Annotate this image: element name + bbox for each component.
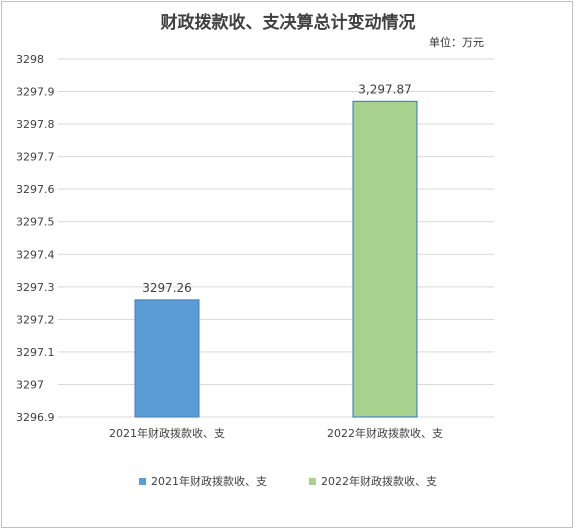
- unit-label: 单位：万元: [429, 36, 484, 49]
- y-tick-label: 3297.7: [16, 151, 55, 164]
- y-tick-label: 3297.9: [16, 86, 55, 99]
- y-tick-label: 3298: [16, 53, 44, 66]
- gridlines: [58, 58, 494, 418]
- legend-label-2021: 2021年财政拨款收、支: [151, 475, 267, 488]
- bars: [134, 100, 418, 418]
- y-tick-label: 3297.1: [16, 346, 55, 359]
- y-tick-label: 3296.9: [16, 411, 55, 424]
- bar-0: [134, 299, 200, 418]
- y-tick-label: 3297.3: [16, 281, 55, 294]
- legend-item-2022: 2022年财政拨款收、支: [309, 473, 437, 489]
- y-tick-label: 3297.5: [16, 216, 55, 229]
- y-tick-label: 3297.4: [16, 248, 55, 261]
- data-labels: 3297.26 3,297.87: [142, 82, 412, 295]
- legend-swatch-2021: [139, 477, 146, 485]
- x-axis-tick-labels: 2021年财政拨款收、支 2022年财政拨款收、支: [109, 426, 443, 440]
- y-tick-label: 3297.6: [16, 183, 55, 196]
- legend: 2021年财政拨款收、支 2022年财政拨款收、支: [0, 473, 576, 489]
- legend-item-2021: 2021年财政拨款收、支: [139, 473, 267, 489]
- data-label-1: 3,297.87: [358, 82, 411, 96]
- legend-swatch-2022: [309, 477, 316, 485]
- chart-title: 财政拨款收、支决算总计变动情况: [160, 13, 416, 33]
- y-axis-tick-labels: 3298 3297.9 3297.8 3297.7 3297.6 3297.5 3297.4…: [16, 53, 55, 424]
- bar-1: [352, 100, 418, 418]
- legend-label-2022: 2022年财政拨款收、支: [321, 475, 437, 488]
- x-tick-label-0: 2021年财政拨款收、支: [109, 426, 225, 440]
- y-tick-label: 3297.8: [16, 118, 55, 131]
- y-tick-label: 3297.2: [16, 313, 55, 326]
- data-label-0: 3297.26: [142, 281, 192, 295]
- y-tick-label: 3297: [16, 378, 44, 391]
- x-tick-label-1: 2022年财政拨款收、支: [327, 426, 443, 440]
